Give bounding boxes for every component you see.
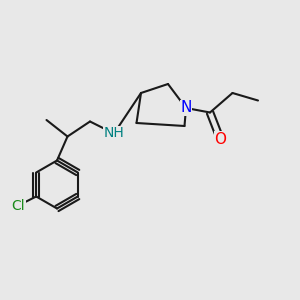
Text: N: N bbox=[180, 100, 192, 116]
Text: Cl: Cl bbox=[11, 199, 25, 212]
Text: NH: NH bbox=[103, 127, 124, 140]
Text: O: O bbox=[214, 132, 226, 147]
